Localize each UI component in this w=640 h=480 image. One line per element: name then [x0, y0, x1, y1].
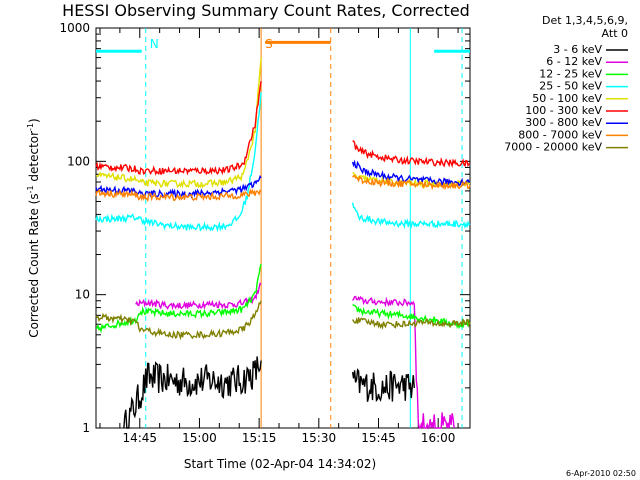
y-tick-label: 10 [75, 288, 90, 302]
series-line-1 [352, 295, 455, 430]
marker-label: S [265, 37, 273, 51]
legend-label: 300 - 800 keV [525, 116, 602, 129]
plot-area: 1 10 100 1000 14:45 15:00 15:15 15:30 15:45 16:00… [59, 21, 471, 445]
y-axis-label-sup: -1 [26, 185, 35, 193]
x-tick-label: 16:00 [421, 431, 456, 445]
series-line-5 [95, 80, 262, 176]
footer-date: 6-Apr-2010 02:50 [566, 469, 636, 478]
y-tick-label: 1000 [59, 21, 90, 35]
series-line-2 [95, 263, 262, 334]
series-line-4 [95, 57, 262, 189]
y-axis-label-sup: -1 [26, 123, 35, 131]
series-line-0 [123, 356, 262, 429]
legend-label: 100 - 300 keV [525, 104, 602, 117]
y-axis-label-part: ) [27, 118, 41, 123]
chart-title: HESSI Observing Summary Count Rates, Cor… [62, 1, 470, 20]
legend-label: 7000 - 20000 keV [504, 141, 602, 154]
series-line-7 [95, 187, 262, 203]
series-line-8 [95, 300, 262, 341]
series-line-6 [95, 174, 262, 199]
series-line-1 [135, 282, 262, 311]
legend-header: Att 0 [602, 27, 628, 40]
x-tick-label: 14:45 [122, 431, 157, 445]
legend-label: 12 - 25 keV [539, 67, 602, 80]
x-tick-label: 15:00 [182, 431, 217, 445]
y-axis-label-part: Corrected Count Rate (s [27, 193, 41, 337]
y-axis-label: Corrected Count Rate (s-1 detector-1) [26, 118, 41, 337]
series-line-4 [352, 172, 471, 190]
series-line-7 [352, 174, 471, 191]
series-line-3 [351, 202, 471, 230]
marker-label: N [150, 37, 159, 51]
x-tick-label: 15:45 [361, 431, 396, 445]
legend-label: 3 - 6 keV [553, 43, 602, 56]
plot-frame [95, 27, 471, 429]
series-line-3 [95, 92, 262, 233]
x-axis-label: Start Time (02-Apr-04 14:34:02) [184, 457, 376, 471]
y-tick-label: 1 [82, 421, 90, 435]
legend-label: 50 - 100 keV [532, 92, 602, 105]
series-line-0 [351, 368, 415, 403]
legend-label: 800 - 7000 keV [518, 128, 602, 141]
y-tick-label: 100 [67, 154, 90, 168]
x-tick-label: 15:30 [302, 431, 337, 445]
series-line-8 [351, 317, 471, 331]
y-axis-label-part: detector [27, 131, 41, 186]
legend-label: 6 - 12 keV [546, 55, 602, 68]
x-tick-label: 15:15 [242, 431, 277, 445]
legend-label: 25 - 50 keV [539, 80, 602, 93]
series-line-6 [351, 159, 471, 187]
series-line-5 [352, 140, 471, 169]
legend-header: Det 1,3,4,5,6,9, [542, 14, 628, 27]
